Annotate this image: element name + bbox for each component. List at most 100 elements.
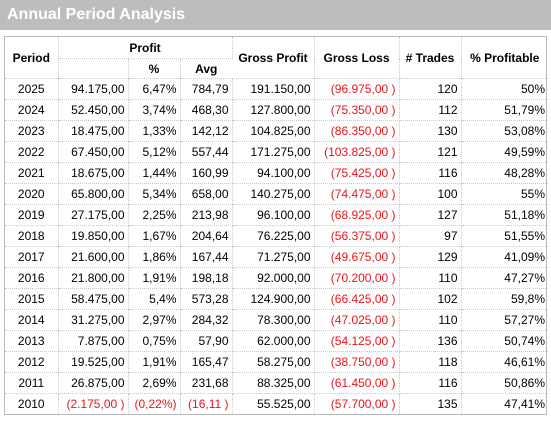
cell-profit-avg: 231,68	[180, 372, 233, 394]
table-row[interactable]: 2010 (2.175,00 ) (0,22%) (16,11 ) 55.525,00(…	[5, 393, 548, 414]
cell-profit-avg: 160,99	[180, 162, 233, 184]
cell-trades: 135	[399, 393, 462, 414]
cell-pct-profitable: 57,27%	[461, 309, 548, 331]
cell-period: 2018	[5, 225, 59, 247]
cell-gross-profit: 171.275,00	[232, 141, 315, 163]
cell-profit: 58.475,00	[58, 288, 129, 310]
cell-gross-loss: (70.200,00 )	[314, 267, 400, 289]
header-gross-profit[interactable]: Gross Profit	[232, 37, 315, 79]
cell-period: 2020	[5, 183, 59, 205]
cell-gross-profit: 96.100,00	[232, 204, 315, 226]
cell-pct-profitable: 49,59%	[461, 141, 548, 163]
header-profit-pct[interactable]: %	[128, 58, 181, 79]
cell-profit-avg: 557,44	[180, 141, 233, 163]
cell-gross-profit: 58.275,00	[232, 351, 315, 373]
table-row[interactable]: 2016 21.800,00 1,91% 198,18 92.000,00 (70.200…	[5, 267, 548, 289]
table-row[interactable]: 2023 18.475,00 1,33% 142,12 104.825,00 (86.35…	[5, 120, 548, 142]
cell-trades: 97	[399, 225, 462, 247]
cell-profit: 19.850,00	[58, 225, 129, 247]
header-trades[interactable]: # Trades	[399, 37, 462, 79]
cell-gross-profit: 104.825,00	[232, 120, 315, 142]
table-row[interactable]: 2022 67.450,00 5,12% 557,44 171.275,00 (103.8…	[5, 141, 548, 163]
header-pct-profitable[interactable]: % Profitable	[461, 37, 548, 79]
cell-trades: 112	[399, 99, 462, 121]
header-profit[interactable]: Profit	[58, 37, 233, 59]
cell-profit-avg: 165,47	[180, 351, 233, 373]
cell-gross-loss: (75.350,00 )	[314, 99, 400, 121]
cell-profit-avg: 658,00	[180, 183, 233, 205]
cell-profit: 7.875,00	[58, 330, 129, 352]
table-row[interactable]: 2013 7.875,00 0,75% 57,90 62.000,00 (54.125,0…	[5, 330, 548, 352]
cell-trades: 102	[399, 288, 462, 310]
cell-period: 2019	[5, 204, 59, 226]
cell-pct-profitable: 51,55%	[461, 225, 548, 247]
cell-profit-pct: 2,97%	[128, 309, 181, 331]
table-row[interactable]: 2020 65.800,00 5,34% 658,00 140.275,00 (74.47…	[5, 183, 548, 205]
header-profit-avg[interactable]: Avg	[180, 58, 232, 79]
header-gross-loss[interactable]: Gross Loss	[314, 37, 400, 79]
table-row[interactable]: 2017 21.600,00 1,86% 167,44 71.275,00 (49.675…	[5, 246, 548, 268]
cell-period: 2012	[5, 351, 59, 373]
cell-pct-profitable: 46,61%	[461, 351, 548, 373]
table-row[interactable]: 2024 52.450,00 3,74% 468,30 127.800,00 (75.35…	[5, 99, 548, 121]
cell-period: 2025	[5, 78, 59, 100]
cell-profit: 18.675,00	[58, 162, 129, 184]
cell-period: 2017	[5, 246, 59, 268]
cell-profit: 26.875,00	[58, 372, 129, 394]
cell-profit-avg: 198,18	[180, 267, 233, 289]
cell-gross-loss: (68.925,00 )	[314, 204, 400, 226]
cell-profit: 27.175,00	[58, 204, 129, 226]
table-row[interactable]: 2011 26.875,00 2,69% 231,68 88.325,00 (61.450…	[5, 372, 548, 394]
cell-gross-loss: (56.375,00 )	[314, 225, 400, 247]
cell-profit-pct: 0,75%	[128, 330, 181, 352]
cell-trades: 116	[399, 162, 462, 184]
cell-profit-pct: 1,67%	[128, 225, 181, 247]
cell-period: 2013	[5, 330, 59, 352]
cell-profit-pct: 5,12%	[128, 141, 181, 163]
cell-trades: 129	[399, 246, 462, 268]
cell-pct-profitable: 47,27%	[461, 267, 548, 289]
cell-gross-loss: (47.025,00 )	[314, 309, 400, 331]
cell-trades: 120	[399, 78, 462, 100]
cell-trades: 121	[399, 141, 462, 163]
cell-gross-loss: (49.675,00 )	[314, 246, 400, 268]
cell-profit-avg: 284,32	[180, 309, 233, 331]
cell-gross-profit: 55.525,00	[232, 393, 315, 414]
cell-trades: 100	[399, 183, 462, 205]
cell-profit-pct: 1,33%	[128, 120, 181, 142]
cell-gross-loss: (74.475,00 )	[314, 183, 400, 205]
cell-trades: 110	[399, 267, 462, 289]
data-grid: Period Profit Gross Profit Gross Loss # …	[5, 37, 548, 414]
cell-trades: 136	[399, 330, 462, 352]
table-row[interactable]: 2018 19.850,00 1,67% 204,64 76.225,00 (56.375…	[5, 225, 548, 247]
cell-profit: 21.800,00	[58, 267, 129, 289]
cell-period: 2014	[5, 309, 59, 331]
header-period[interactable]: Period	[5, 37, 59, 79]
table-row[interactable]: 2015 58.475,00 5,4% 573,28 124.900,00 (66.425…	[5, 288, 548, 310]
cell-profit-avg: 57,90	[180, 330, 233, 352]
cell-profit: 94.175,00	[58, 78, 129, 100]
table-row[interactable]: 2019 27.175,00 2,25% 213,98 96.100,00 (68.925…	[5, 204, 548, 226]
table-row[interactable]: 2012 19.525,00 1,91% 165,47 58.275,00 (38.750…	[5, 351, 548, 373]
cell-pct-profitable: 53,08%	[461, 120, 548, 142]
cell-profit: 52.450,00	[58, 99, 129, 121]
cell-period: 2022	[5, 141, 59, 163]
cell-trades: 116	[399, 372, 462, 394]
cell-gross-profit: 62.000,00	[232, 330, 315, 352]
table-row[interactable]: 2025 94.175,00 6,47% 784,79 191.150,00 (96.97…	[5, 78, 548, 100]
cell-profit-pct: 6,47%	[128, 78, 181, 100]
header-row-top: Period Profit Gross Profit Gross Loss # …	[5, 37, 548, 79]
cell-profit-pct: 3,74%	[128, 99, 181, 121]
cell-period: 2023	[5, 120, 59, 142]
table-row[interactable]: 2014 31.275,00 2,97% 284,32 78.300,00 (47.025…	[5, 309, 548, 331]
table-row[interactable]: 2021 18.675,00 1,44% 160,99 94.100,00 (75.425…	[5, 162, 548, 184]
cell-period: 2024	[5, 99, 59, 121]
cell-profit-pct: 1,91%	[128, 351, 181, 373]
annual-analysis-table: Period Profit Gross Profit Gross Loss # …	[4, 36, 548, 415]
cell-profit-pct: 5,34%	[128, 183, 181, 205]
cell-pct-profitable: 59,8%	[461, 288, 548, 310]
cell-profit: 18.475,00	[58, 120, 129, 142]
cell-profit: 65.800,00	[58, 183, 129, 205]
cell-profit: (2.175,00 )	[58, 393, 129, 414]
cell-gross-loss: (54.125,00 )	[314, 330, 400, 352]
